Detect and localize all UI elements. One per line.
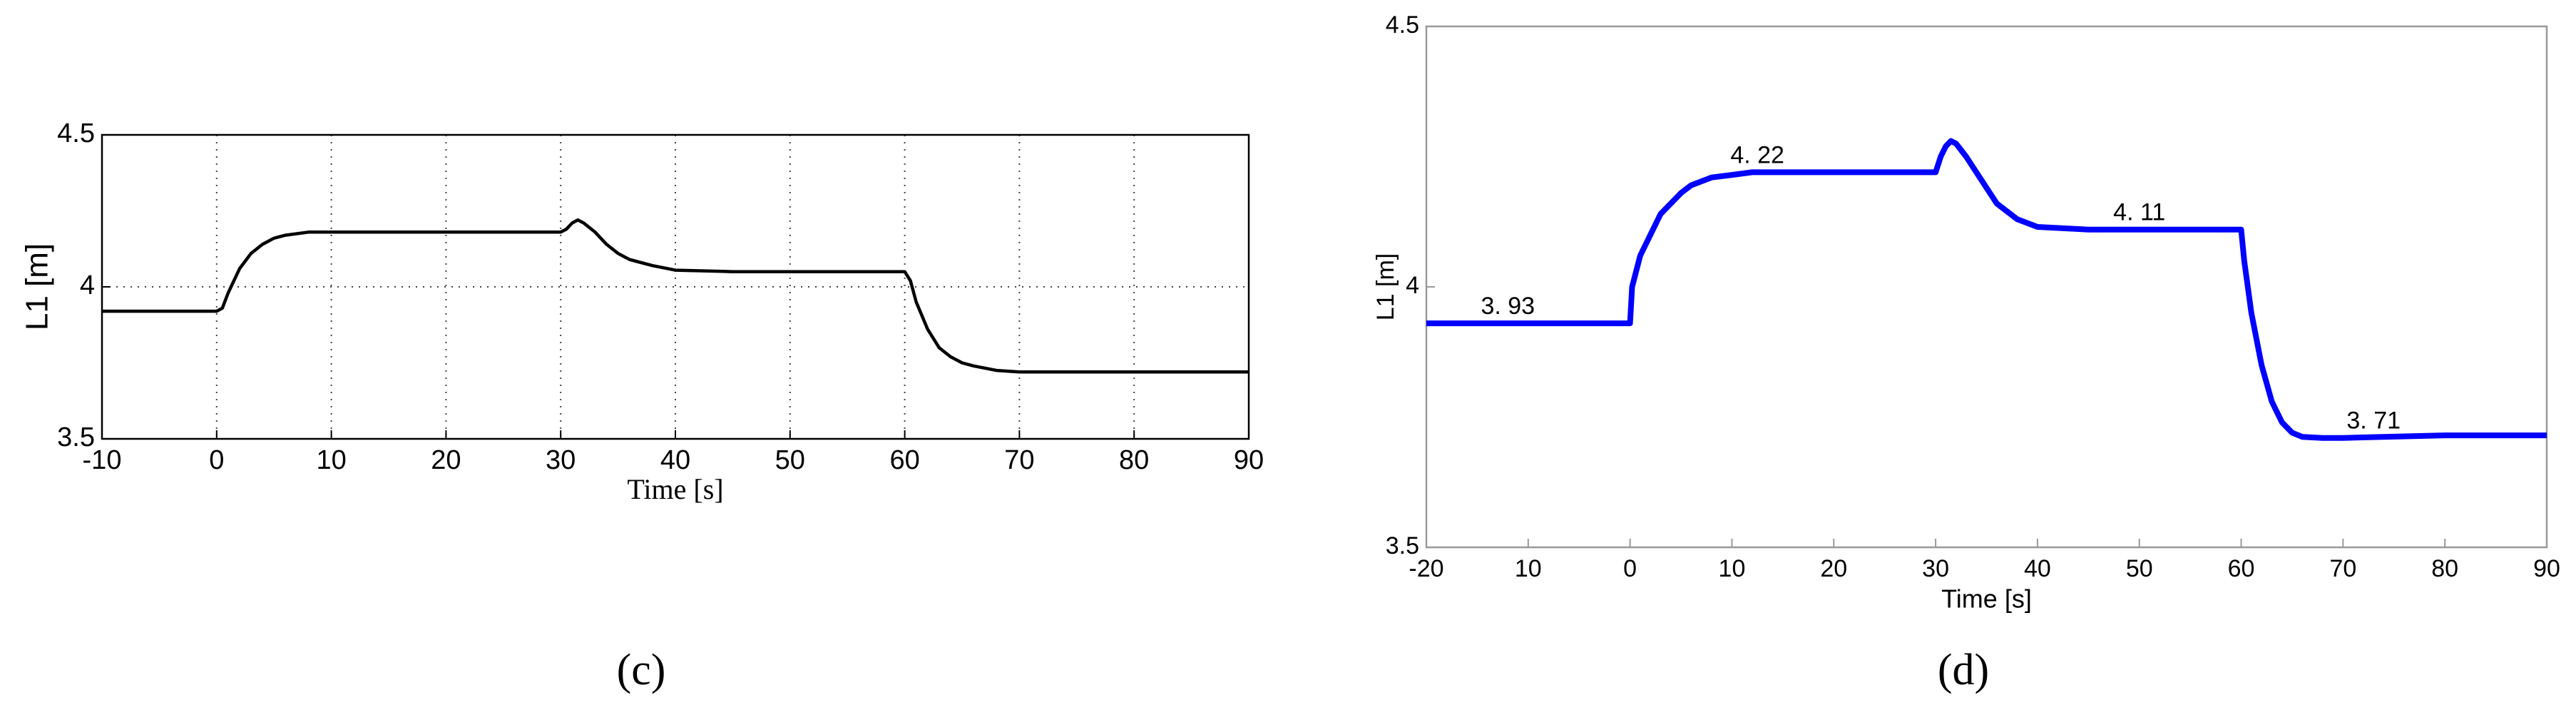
x-tick-label: 50	[775, 445, 805, 475]
x-tick-label: 80	[1119, 445, 1149, 475]
y-tick-label: 4	[80, 270, 95, 300]
x-tick-label: 10	[316, 445, 346, 475]
x-tick-label: 50	[2126, 555, 2153, 582]
annotation: 3. 71	[2346, 407, 2401, 435]
x-tick-label: 20	[1820, 555, 1847, 582]
y-tick-label: 3.5	[1386, 532, 1419, 559]
annotation: 4. 11	[2113, 199, 2165, 226]
y-axis-label: L1 [m]	[20, 243, 55, 330]
x-tick-label: 30	[1922, 555, 1949, 582]
x-axis-label: Time [s]	[1941, 584, 2032, 614]
x-tick-label: 80	[2431, 555, 2458, 582]
x-tick-label: 90	[2533, 555, 2560, 582]
x-tick-label: 10	[1515, 555, 1542, 582]
x-tick-label: 0	[1623, 555, 1637, 582]
x-tick-label: 70	[2329, 555, 2356, 582]
x-tick-label: 0	[209, 445, 224, 475]
caption: (c)	[617, 646, 666, 694]
annotation: 3. 93	[1481, 293, 1535, 320]
x-tick-label: -10	[83, 445, 122, 475]
x-axis-label: Time [s]	[627, 473, 723, 505]
x-tick-label: 60	[2228, 555, 2255, 582]
plot-frame	[1425, 25, 2548, 549]
x-tick-label: 60	[889, 445, 919, 475]
annotation: 4. 22	[1730, 141, 1784, 168]
x-tick-label: 40	[2024, 555, 2051, 582]
x-tick-label: 90	[1234, 445, 1264, 475]
x-tick-label: -20	[1409, 555, 1443, 582]
y-tick-label: 3.5	[57, 422, 95, 452]
x-tick-label: 30	[546, 445, 576, 475]
y-tick-label: 4.5	[1386, 11, 1419, 39]
x-tick-label: 20	[431, 445, 461, 475]
x-tick-label: 10	[1719, 555, 1746, 582]
caption: (d)	[1938, 646, 1989, 694]
x-tick-label: 70	[1004, 445, 1034, 475]
data-line	[1426, 138, 2547, 441]
y-tick-label: 4.5	[57, 118, 95, 148]
plot-frame	[101, 133, 1250, 440]
x-tick-label: 40	[660, 445, 690, 475]
data-line	[102, 218, 1249, 374]
y-axis-label: L1 [m]	[1372, 253, 1399, 320]
y-tick-label: 4	[1406, 272, 1419, 299]
